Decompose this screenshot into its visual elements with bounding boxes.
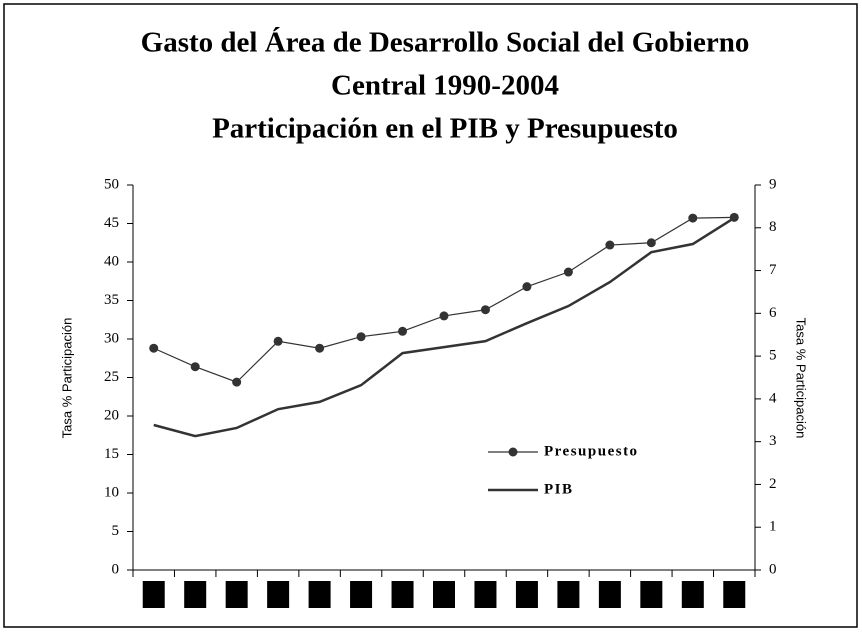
y-tick-label: 25 — [104, 369, 119, 385]
point — [563, 267, 573, 277]
point — [688, 213, 698, 223]
y-tick-label: 5 — [112, 523, 120, 539]
y-axis-title: Tasa % Participación — [59, 318, 74, 439]
point — [232, 377, 242, 387]
chart-frame — [3, 3, 858, 628]
point — [273, 336, 283, 346]
y2-tick-label: 9 — [769, 176, 777, 192]
point — [356, 332, 366, 342]
redaction-box — [474, 581, 497, 608]
redaction-box — [598, 581, 621, 608]
point — [439, 311, 449, 321]
y2-tick-label: 1 — [769, 519, 777, 535]
redaction-box — [640, 581, 663, 608]
legend-label: Presupuesto — [544, 443, 639, 459]
legend-label: PIB — [544, 481, 574, 497]
y-tick-label: 50 — [104, 176, 119, 192]
point — [190, 362, 200, 372]
y-tick-label: 40 — [104, 253, 119, 269]
redaction-box — [225, 581, 248, 608]
y-tick-label: 35 — [104, 292, 119, 308]
y2-tick-label: 5 — [769, 348, 777, 364]
y2-tick-label: 7 — [769, 262, 777, 278]
y-tick-label: 10 — [104, 484, 119, 500]
chart-title: Central 1990-2004 — [331, 70, 559, 102]
point — [315, 343, 325, 353]
y2-tick-label: 8 — [769, 219, 777, 235]
y2-tick-label: 6 — [769, 305, 777, 321]
redaction-box — [723, 581, 746, 608]
point — [522, 282, 532, 292]
redaction-box — [308, 581, 331, 608]
y2-tick-label: 2 — [769, 476, 777, 492]
point — [480, 305, 490, 315]
series-line — [153, 216, 735, 438]
chart-title: Gasto del Área de Desarrollo Social del … — [141, 26, 750, 59]
y2-tick-label: 3 — [769, 433, 777, 449]
point — [149, 343, 159, 353]
y-tick-label: 15 — [104, 446, 119, 462]
chart-title: Participación en el PIB y Presupuesto — [212, 113, 678, 145]
redaction-box — [267, 581, 290, 608]
redaction-box — [142, 581, 165, 608]
y-tick-label: 45 — [104, 215, 119, 231]
y2-axis-title: Tasa % Participación — [794, 318, 809, 439]
y2-tick-label: 4 — [769, 390, 777, 406]
point — [646, 238, 656, 248]
point — [605, 240, 615, 250]
y-tick-label: 30 — [104, 330, 119, 346]
redaction-box — [557, 581, 580, 608]
redaction-box — [391, 581, 414, 608]
redaction-box — [184, 581, 207, 608]
point — [398, 326, 408, 336]
redaction-box — [681, 581, 704, 608]
y2-tick-label: 0 — [769, 561, 777, 577]
redaction-box — [433, 581, 455, 608]
redaction-box — [350, 581, 373, 608]
legend-marker — [508, 447, 518, 457]
redaction-box — [515, 581, 538, 608]
y-tick-label: 0 — [112, 561, 120, 577]
y-tick-label: 20 — [104, 407, 119, 423]
